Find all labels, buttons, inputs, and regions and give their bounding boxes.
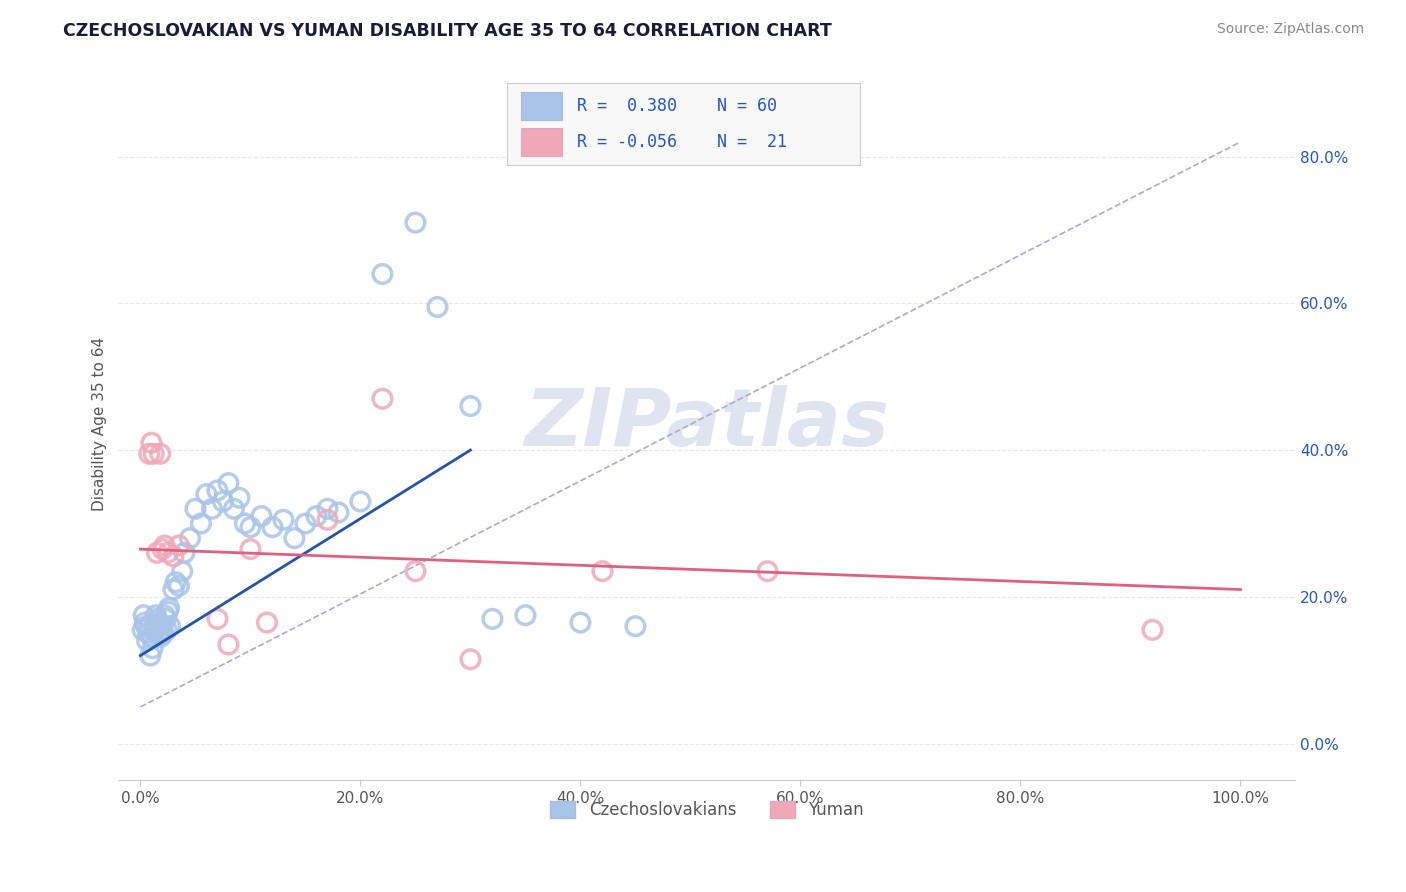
Point: [159, 619, 181, 633]
Point: [141, 435, 163, 450]
Point: [149, 447, 172, 461]
Point: [460, 399, 482, 413]
Point: [173, 546, 195, 560]
Point: [190, 516, 212, 531]
Point: [148, 626, 170, 640]
Point: [141, 641, 163, 656]
Point: [142, 623, 165, 637]
Point: [515, 608, 537, 623]
Point: [139, 648, 162, 663]
Point: [156, 546, 179, 560]
Point: [143, 619, 166, 633]
Text: Source: ZipAtlas.com: Source: ZipAtlas.com: [1216, 22, 1364, 37]
Point: [283, 531, 305, 545]
Point: [131, 623, 153, 637]
Point: [426, 300, 449, 314]
Point: [136, 633, 159, 648]
Point: [153, 539, 176, 553]
Point: [152, 626, 174, 640]
Point: [239, 520, 262, 534]
Point: [624, 619, 647, 633]
Point: [591, 564, 613, 578]
Point: [239, 542, 262, 557]
Y-axis label: Disability Age 35 to 64: Disability Age 35 to 64: [93, 337, 107, 511]
Point: [201, 501, 224, 516]
Text: ZIPatlas: ZIPatlas: [524, 385, 890, 464]
Point: [349, 494, 371, 508]
Point: [328, 506, 350, 520]
Point: [162, 549, 184, 564]
Point: [167, 539, 190, 553]
Point: [167, 579, 190, 593]
Point: [136, 626, 159, 640]
Point: [138, 619, 160, 633]
Point: [155, 612, 177, 626]
Point: [228, 491, 250, 505]
Point: [305, 509, 328, 524]
Point: [404, 216, 426, 230]
Point: [165, 575, 187, 590]
Point: [184, 501, 207, 516]
Point: [371, 392, 394, 406]
Point: [156, 605, 179, 619]
Point: [222, 501, 245, 516]
Point: [172, 564, 194, 578]
Point: [152, 623, 174, 637]
Point: [207, 612, 229, 626]
Legend: Czechoslovakians, Yuman: Czechoslovakians, Yuman: [544, 794, 870, 825]
FancyBboxPatch shape: [522, 128, 562, 156]
Text: CZECHOSLOVAKIAN VS YUMAN DISABILITY AGE 35 TO 64 CORRELATION CHART: CZECHOSLOVAKIAN VS YUMAN DISABILITY AGE …: [63, 22, 832, 40]
Point: [153, 608, 176, 623]
Point: [142, 447, 165, 461]
Point: [217, 638, 239, 652]
Point: [273, 513, 295, 527]
Point: [316, 513, 339, 527]
Point: [145, 608, 167, 623]
Point: [371, 267, 394, 281]
Point: [316, 501, 339, 516]
Point: [162, 582, 184, 597]
Point: [756, 564, 779, 578]
Point: [256, 615, 278, 630]
Point: [1142, 623, 1164, 637]
Point: [146, 619, 169, 633]
Point: [150, 619, 173, 633]
Point: [481, 612, 503, 626]
Point: [157, 600, 180, 615]
Point: [146, 546, 169, 560]
FancyBboxPatch shape: [506, 83, 860, 165]
Point: [132, 608, 155, 623]
Point: [262, 520, 284, 534]
Point: [195, 487, 218, 501]
Point: [294, 516, 316, 531]
Point: [135, 619, 157, 633]
Point: [569, 615, 592, 630]
Point: [217, 476, 239, 491]
Point: [404, 564, 426, 578]
Point: [156, 623, 179, 637]
Point: [134, 615, 156, 630]
Text: R =  0.380    N = 60: R = 0.380 N = 60: [578, 97, 778, 115]
Point: [141, 630, 163, 644]
Point: [146, 612, 169, 626]
Point: [250, 509, 273, 524]
Point: [152, 542, 174, 557]
Point: [179, 531, 201, 545]
Point: [138, 447, 160, 461]
FancyBboxPatch shape: [522, 92, 562, 120]
Point: [460, 652, 482, 666]
Point: [207, 483, 229, 498]
Point: [149, 630, 172, 644]
Point: [233, 516, 256, 531]
Point: [212, 494, 235, 508]
Text: R = -0.056    N =  21: R = -0.056 N = 21: [578, 133, 787, 151]
